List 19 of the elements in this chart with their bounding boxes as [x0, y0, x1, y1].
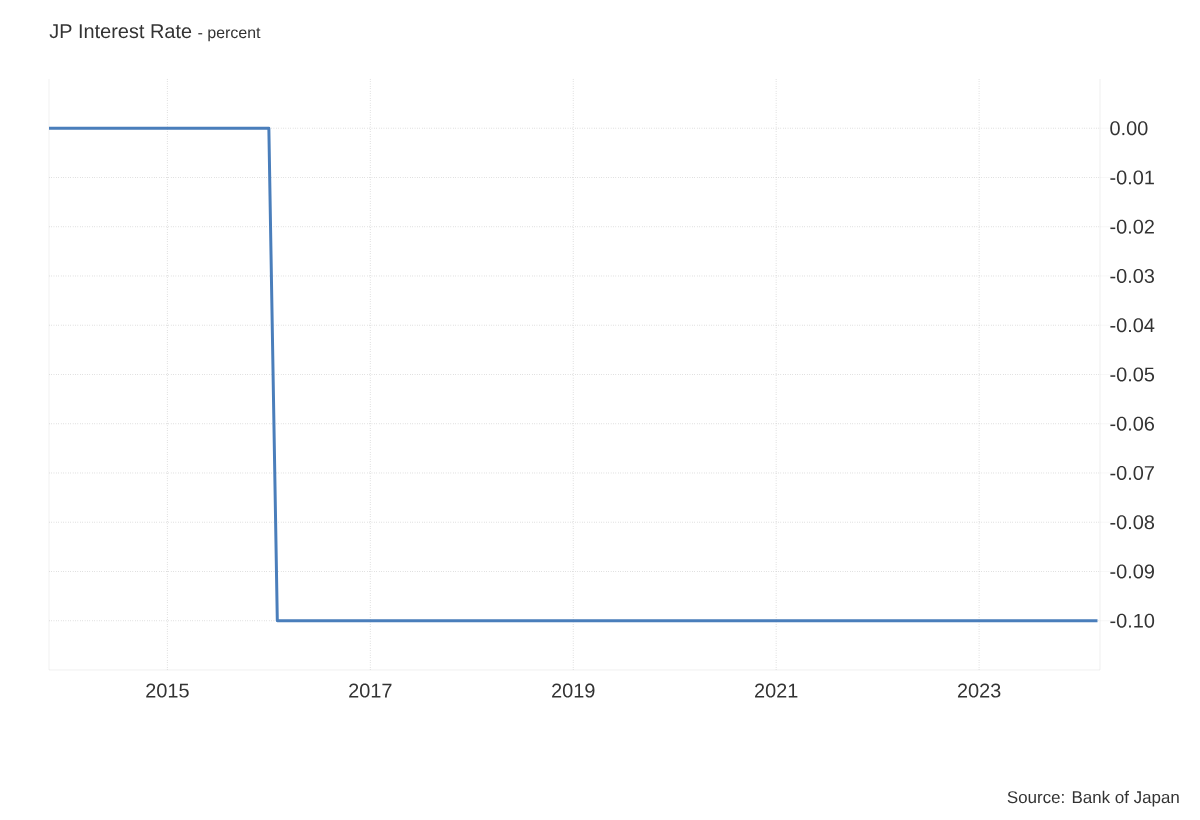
y-tick-label: 0.00	[1110, 121, 1148, 136]
y-tick-label: -0.01	[1110, 170, 1154, 185]
y-tick-label: -0.04	[1110, 318, 1155, 333]
chart-title: JP Interest Rate	[49, 24, 192, 39]
x-tick-label: 2023	[957, 683, 1001, 698]
x-tick-label: 2021	[755, 683, 798, 698]
y-tick-label: -0.03	[1110, 268, 1155, 284]
y-tick-label: -0.02	[1110, 219, 1154, 234]
y-tick-label: -0.09	[1110, 564, 1154, 579]
y-tick-label: -0.06	[1110, 416, 1155, 431]
y-tick-label: -0.08	[1110, 515, 1155, 530]
y-tick-label: -0.07	[1110, 465, 1154, 481]
x-tick-label: 2017	[349, 683, 392, 698]
y-tick-label: -0.10	[1110, 613, 1155, 628]
y-tick-label: -0.05	[1110, 367, 1155, 382]
chart-subtitle: - percent	[198, 27, 261, 42]
x-tick-label: 2019	[552, 683, 595, 698]
x-tick-label: 2015	[146, 683, 189, 698]
source-note: Source: Bank of Japan	[1007, 790, 1179, 807]
